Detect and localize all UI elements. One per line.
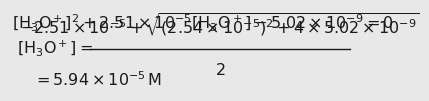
Text: $2$: $2$: [215, 62, 225, 79]
Text: $-2.51 \times 10^{-5} + \sqrt{(2.54 \times 10^{-5})^2 + 4 \times 5.02 \times 10^: $-2.51 \times 10^{-5} + \sqrt{(2.54 \tim…: [20, 12, 420, 39]
Text: $[\mathrm{H_3O^+}]^2 + 2.51 \times 10^{-5}[\mathrm{H_3O^+}] - 5.02 \times 10^{-9: $[\mathrm{H_3O^+}]^2 + 2.51 \times 10^{-…: [12, 13, 393, 34]
Text: $[\mathrm{H_3O^+}] = $: $[\mathrm{H_3O^+}] = $: [17, 39, 93, 58]
Text: $= 5.94 \times 10^{-5}\,\mathrm{M}$: $= 5.94 \times 10^{-5}\,\mathrm{M}$: [33, 71, 162, 90]
